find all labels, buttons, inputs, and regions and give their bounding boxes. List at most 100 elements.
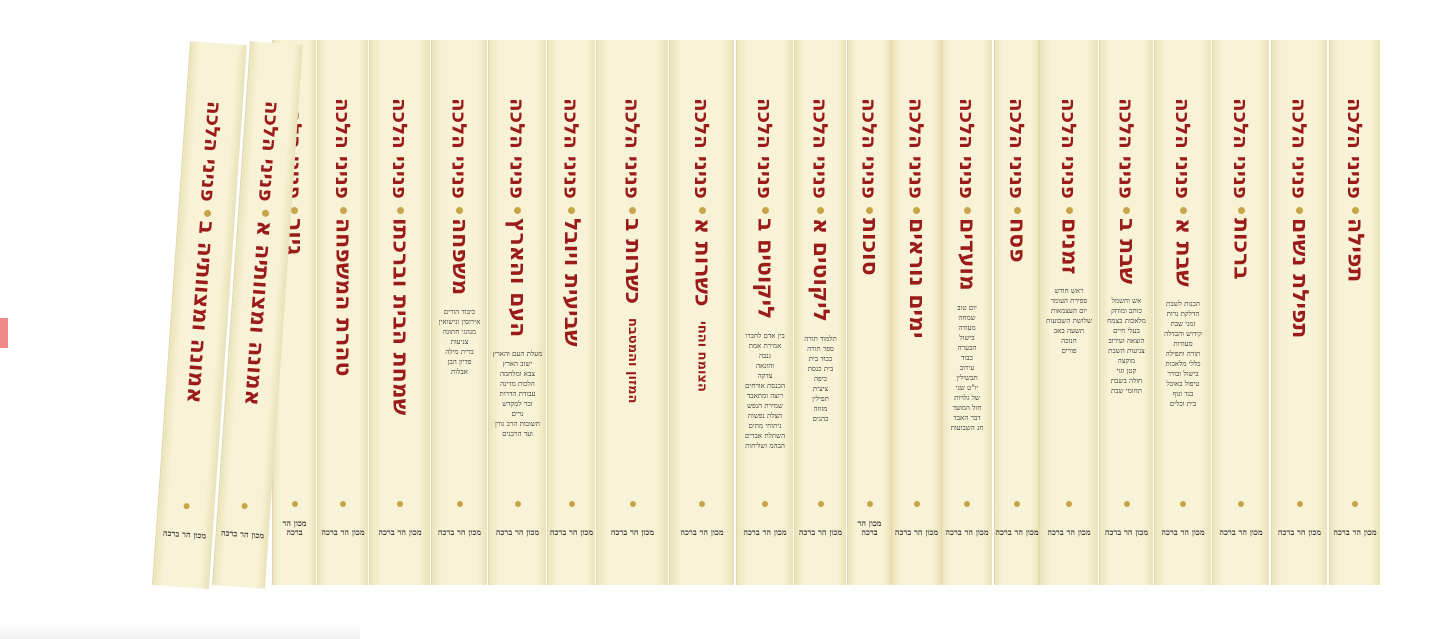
divider-dot [866,206,873,214]
publisher-dot [964,501,970,507]
volume-title: טהרת המשפחה [330,217,356,377]
contents-item: מלאכות בצמח [1107,317,1146,326]
contents-item: תבשילין [956,373,978,382]
contents-item: קטן וגוי [1116,367,1137,376]
series-title: פניני הלכה [331,98,355,199]
divider-dot [761,206,769,214]
publisher: מכון הר ברכה [549,527,594,537]
contents-list: הכנות לשבת הדלקת נרות זמני שבת קידוש והבדלה… [1164,299,1202,409]
contents-item: אירוסין ונישואין [438,318,481,327]
contents-list: יום טוב שמחה מעודה בישול הבערה כבוד עירוב תבשיל… [951,303,984,433]
series-title: פניני הלכה [505,98,530,199]
divider-dot [339,206,347,214]
contents-item: אבלות [451,368,468,377]
contents-item: אמירת אמת [748,342,782,351]
series-title: פניני הלכה [559,98,584,199]
volume-subtitle: המזון והמטבח [625,317,640,404]
series-title: פניני הלכה [195,100,227,203]
book-spine: פניני הלכה כשרות ב המזון והמטבח מכון הר ברכ… [597,40,668,585]
contents-list: כיבוד הורים אירוסין ונישואין מנהגי חתונה צנ… [439,307,481,377]
contents-item: הצלת נפשות [747,412,783,421]
volume-title: אמונה ומצוותיה ב [181,219,220,405]
contents-item: חול המועד [952,403,982,412]
series-title: פניני הלכה [1057,98,1081,199]
volume-title: כשרות ב [620,217,645,304]
contents-item: בעלי חיים [1113,327,1140,336]
publisher-dot [1180,501,1186,507]
book-spine: פניני הלכה מועדים יום טוב שמחה מעודה בישול הבע… [942,40,992,585]
volume-title: ימים נוראים [904,217,929,339]
contents-item: הכנסת אורחים [745,382,785,391]
series-title: פניני הלכה [253,100,285,203]
publisher: מכון הר ברכה [282,518,307,537]
publisher: מכון הר ברכה [321,527,365,537]
contents-item: מוקצה [1117,357,1136,366]
series-title: פניני הלכה [955,98,979,199]
contents-item: של גלויות [954,393,980,402]
contents-item: בישול [959,333,975,342]
contents-item: כהנים [812,414,829,423]
contents-item: טיפול באוכל [1166,379,1200,388]
contents-item: הדלקת נרות [1166,309,1200,318]
contents-item: כותב ומוחק [1111,307,1142,316]
publisher: מכון הר ברכה [437,527,482,537]
contents-item: מזוזה [813,404,828,413]
publisher: מכון הר ברכה [1104,527,1149,537]
book-spine: פניני הלכה פסח מכון הר ברכה [995,40,1039,585]
volume-title: פסח [1004,217,1030,263]
contents-list: בין אדם לחברו אמירת אמת גנבה והונאה צדקה הכנס… [745,331,785,451]
divider-dot [203,209,211,218]
contents-item: בישול ובורר [1167,369,1199,378]
contents-item: עירוב [959,363,975,372]
publisher-dot [762,501,768,507]
floor [0,622,360,639]
contents-item: הלכות מדינה [500,380,535,389]
volume-title: תפילה [1342,217,1368,283]
volume-title: ליקוטים ב [752,217,778,320]
book-spine: פניני הלכה משפחה כיבוד הורים אירוסין ונישוא… [432,40,487,585]
publisher-dot [397,501,403,507]
divider-dot [1065,206,1073,214]
series-title: פניני הלכה [690,98,714,199]
contents-item: כיבוד הורים [443,308,476,317]
divider-dot [1351,206,1359,214]
marker [0,318,8,348]
contents-item: ספר תורה [807,344,834,353]
publisher: מכון הר ברכה [798,527,843,537]
volume-title: שביעית ויובל [559,217,584,347]
volume-title: שמחת הבית וברכתו [387,217,413,416]
publisher-dot [913,501,920,507]
contents-list: מעלת העם והארץ ישוב הארץ צבא ומלחמה הלכות מ… [493,349,543,439]
book-spine: פניני הלכה תפילה מכון הר ברכה [1330,40,1380,585]
book-spine: פניני הלכה שבת א הכנות לשבת הדלקת נרות זמני … [1155,40,1211,585]
volume-title: זמנים [1056,217,1082,275]
series-title: פניני הלכה [388,98,412,199]
contents-list: אש וחשמל כותב ומוחק מלאכות בצמח בעלי חיים הו… [1107,296,1146,396]
contents-item: כיפה [814,374,827,383]
series-title: פניני הלכה [447,98,472,199]
contents-item: תפילין [812,394,829,403]
book-spine: פניני הלכה ברכות מכון הר ברכה [1213,40,1269,585]
volume-title: אמונה ומצוותיה א [239,219,278,407]
series-title: פניני הלכה [753,98,777,199]
volume-title: סוכות [857,217,882,276]
contents-item: עבודת הדרות [499,390,536,399]
contents-item: הכנות לשבת [1166,299,1200,308]
contents-item: תלמוד תורה [804,334,837,343]
divider-dot [261,209,269,217]
volume-title: ברכות [1228,217,1254,280]
contents-item: ציצית [812,384,829,393]
series-title: פניני הלכה [904,98,929,199]
divider-dot [698,206,706,214]
publisher-dot [699,501,705,507]
divider-dot [1296,206,1303,214]
divider-dot [1179,206,1187,214]
contents-item: גנבה [759,352,771,361]
contents-item: שמירת הנפש [747,402,783,411]
publisher-dot [1014,501,1020,507]
divider-dot [1123,206,1130,214]
volume-title: שבת ב [1114,217,1139,285]
publisher-dot [514,501,521,507]
volume-title: העם והארץ [505,217,530,338]
